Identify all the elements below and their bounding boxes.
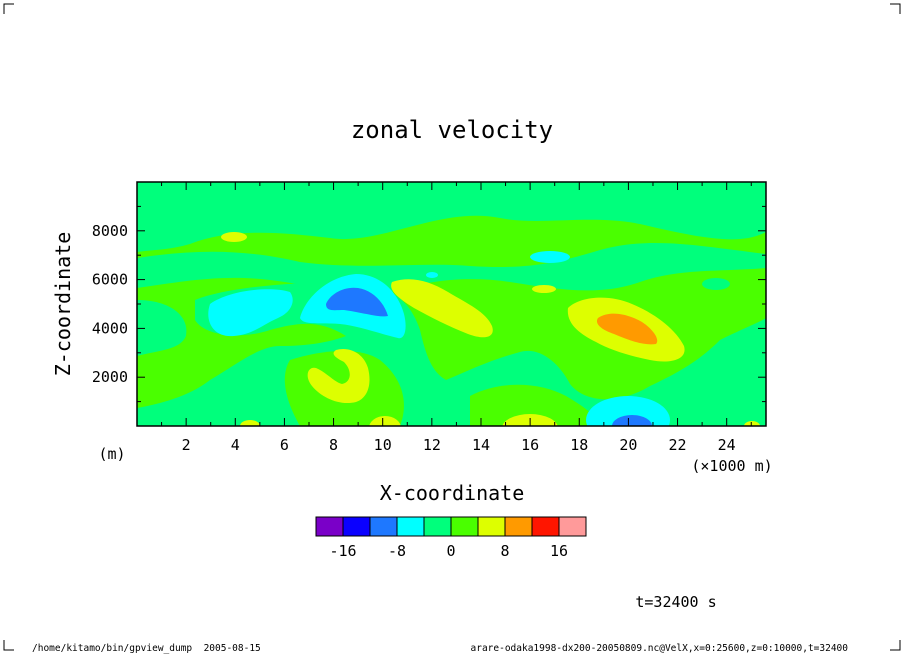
contour-region-positive-bottom-3 bbox=[240, 420, 260, 426]
contour-region-weak-negative-left bbox=[137, 300, 187, 356]
contour-region-strong-negative-core bbox=[326, 287, 388, 317]
y-axis-unit: (m) bbox=[98, 445, 125, 463]
corner-marks bbox=[3, 3, 901, 651]
x-axis-label: X-coordinate bbox=[380, 481, 525, 505]
contour-region-weak-negative-patch-3 bbox=[702, 278, 730, 290]
contour-region-negative-patch-2 bbox=[426, 272, 438, 278]
y-tick-label: 2000 bbox=[92, 368, 128, 386]
x-tick-label: 2 bbox=[182, 436, 191, 454]
x-tick-label: 6 bbox=[280, 436, 289, 454]
colorbar-swatch bbox=[477, 516, 506, 537]
footer-left: /home/kitamo/bin/gpview_dump 2005-08-15 bbox=[32, 643, 261, 654]
contour-region-weak-negative-upper bbox=[137, 182, 766, 252]
contour-region-positive-bottom-1 bbox=[369, 416, 401, 426]
colorbar-swatch bbox=[531, 516, 560, 537]
y-tick-label: 8000 bbox=[92, 222, 128, 240]
colorbar-swatch bbox=[450, 516, 479, 537]
colorbar: -16 -8 0 8 16 bbox=[315, 516, 587, 560]
contour-region-weak-negative-upper-2 bbox=[137, 242, 766, 294]
colorbar-tick-label: 0 bbox=[446, 542, 455, 560]
x-tick-label: 16 bbox=[521, 436, 539, 454]
x-tick-label: 20 bbox=[619, 436, 637, 454]
contour-fill bbox=[137, 182, 766, 426]
colorbar-swatch bbox=[423, 516, 452, 537]
x-tick-label: 10 bbox=[374, 436, 392, 454]
contour-region-strong-positive-core bbox=[596, 313, 658, 345]
colorbar-swatch bbox=[369, 516, 398, 537]
contour-region-positive-patch-2 bbox=[532, 285, 556, 293]
colorbar-tick-label: 8 bbox=[500, 542, 509, 560]
contour-region-positive-patch-1 bbox=[221, 232, 247, 242]
colorbar-tick-label: -8 bbox=[388, 542, 406, 560]
contour-region-positive-hook bbox=[307, 348, 370, 404]
x-tick-label: 24 bbox=[718, 436, 736, 454]
x-axis-unit: (×1000 m) bbox=[691, 457, 772, 475]
contour-region-negative-bottom bbox=[586, 396, 670, 426]
x-tick-label: 12 bbox=[423, 436, 441, 454]
colorbar-swatch bbox=[315, 516, 344, 537]
colorbar-swatch bbox=[558, 516, 587, 537]
footer-right: arare-odaka1998-dx200-20050809.nc@VelX,x… bbox=[471, 643, 849, 654]
colorbar-tick-label: 16 bbox=[550, 542, 568, 560]
contour-region-weak-positive-pocket-2 bbox=[470, 384, 600, 426]
contour-region-strong-negative-bottom bbox=[612, 415, 652, 426]
colorbar-swatch bbox=[342, 516, 371, 537]
contour-region-moderate-negative-left bbox=[208, 289, 293, 337]
x-tick-label: 14 bbox=[472, 436, 490, 454]
y-tick-label: 4000 bbox=[92, 319, 128, 337]
contour-region-moderate-positive-band bbox=[391, 279, 493, 338]
colorbar-swatch bbox=[396, 516, 425, 537]
contour-region-negative-patch bbox=[530, 251, 570, 263]
x-tick-label: 8 bbox=[329, 436, 338, 454]
y-tick-label: 6000 bbox=[92, 271, 128, 289]
x-tick-label: 22 bbox=[669, 436, 687, 454]
y-axis-label: Z-coordinate bbox=[51, 232, 75, 377]
contour-region-positive-bottom-4 bbox=[744, 421, 760, 426]
time-label: t=32400 s bbox=[635, 593, 716, 611]
x-tick-label: 4 bbox=[231, 436, 240, 454]
chart-title: zonal velocity bbox=[351, 116, 553, 144]
colorbar-tick-label: -16 bbox=[329, 542, 356, 560]
x-tick-label: 18 bbox=[570, 436, 588, 454]
colorbar-swatch bbox=[504, 516, 533, 537]
